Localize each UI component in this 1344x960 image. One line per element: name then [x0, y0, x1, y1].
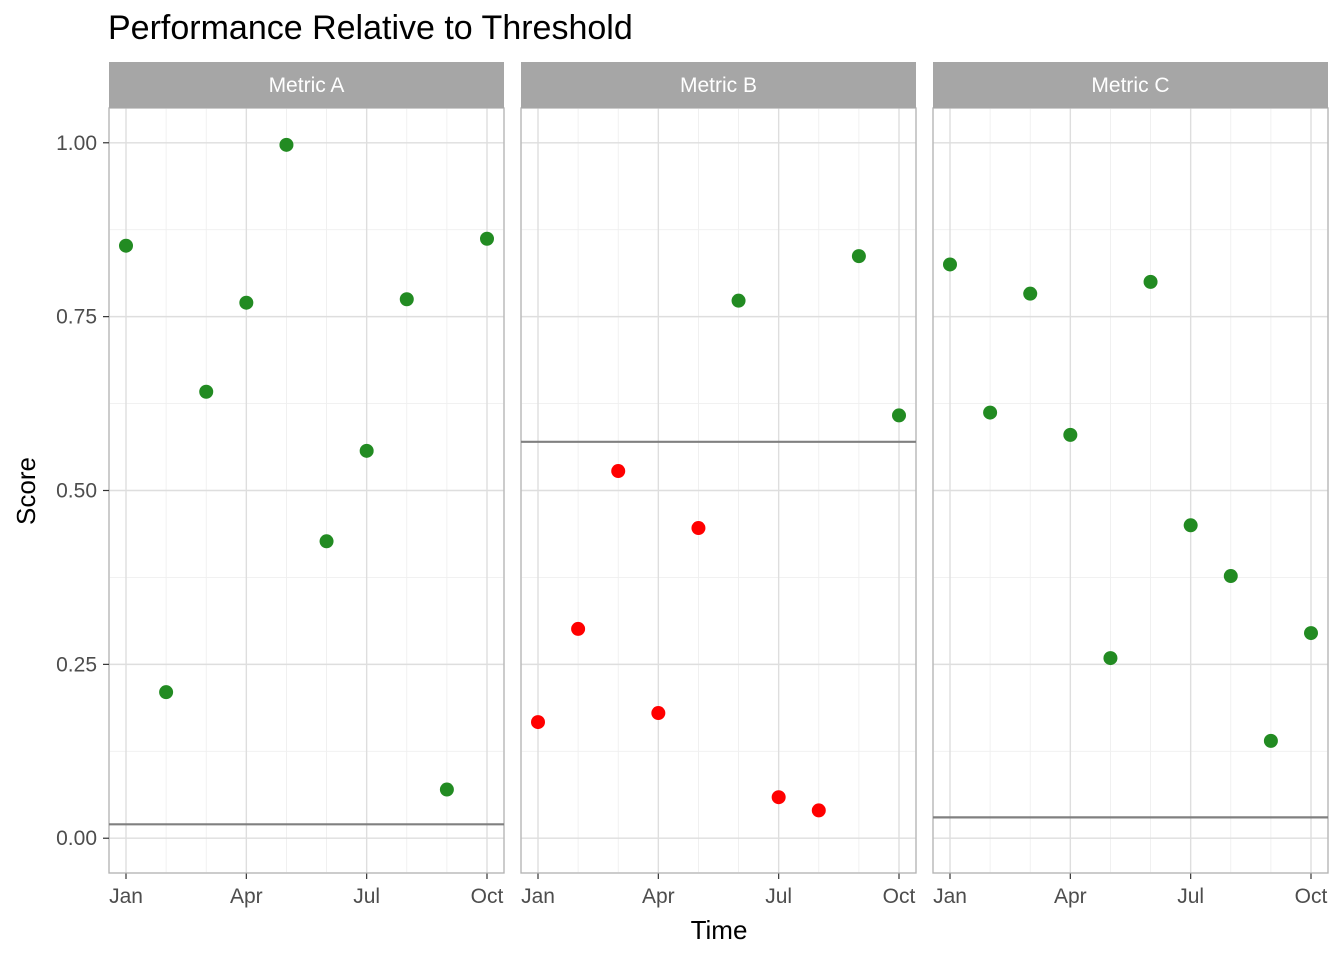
- x-tick-label: Jan: [109, 885, 143, 908]
- x-tick-label: Apr: [642, 885, 675, 908]
- data-point: [319, 534, 334, 549]
- data-point: [199, 384, 214, 399]
- facet-strip-label: Metric B: [680, 74, 757, 97]
- chart-title: Performance Relative to Threshold: [108, 9, 633, 47]
- facet-strip: [109, 62, 504, 108]
- x-tick-label: Jul: [1177, 885, 1204, 908]
- data-point: [943, 257, 957, 272]
- data-point: [1063, 427, 1078, 442]
- y-tick-label: 0.75: [56, 306, 97, 329]
- data-point: [1263, 733, 1278, 748]
- x-tick-label: Apr: [230, 885, 263, 908]
- data-point: [359, 443, 374, 458]
- data-point: [892, 408, 906, 423]
- y-tick-label: 0.25: [56, 653, 97, 676]
- data-point: [480, 231, 494, 246]
- y-tick-label: 0.00: [56, 827, 97, 850]
- x-tick-label: Oct: [1295, 885, 1328, 908]
- panel-3: Jan Apr Jul Oct Metric C: [932, 62, 1329, 908]
- data-point: [691, 521, 706, 536]
- data-point: [439, 782, 454, 797]
- x-axis-title: Time: [691, 915, 748, 945]
- x-tick-label: Oct: [471, 885, 504, 908]
- x-tick-label: Jan: [933, 885, 967, 908]
- data-point: [983, 405, 998, 420]
- x-tick-label: Oct: [883, 885, 916, 908]
- data-point: [571, 621, 586, 636]
- facet-strip: [933, 62, 1328, 108]
- y-axis-title: Score: [11, 457, 41, 525]
- panel-1: Jan Apr Jul Oct Metric A: [108, 62, 505, 908]
- x-tick-label: Apr: [1054, 885, 1087, 908]
- y-tick-label: 0.50: [56, 480, 97, 503]
- data-point: [239, 295, 254, 310]
- data-point: [611, 464, 626, 479]
- data-point: [851, 249, 866, 264]
- data-point: [651, 706, 666, 721]
- facet-panels: Jan Apr Jul Oct Metric A Jan Apr Jul Oct Metric B…: [108, 62, 1329, 908]
- data-point: [1223, 569, 1238, 584]
- data-point: [531, 715, 545, 730]
- x-tick-label: Jan: [521, 885, 555, 908]
- facet-strip-label: Metric C: [1091, 74, 1169, 97]
- data-point: [731, 293, 746, 308]
- data-point: [1023, 286, 1038, 301]
- data-point: [159, 685, 174, 700]
- y-tick-label: 1.00: [56, 132, 97, 155]
- data-point: [811, 803, 826, 818]
- data-point: [1304, 626, 1318, 641]
- panel-2: Jan Apr Jul Oct Metric B: [520, 62, 917, 908]
- data-point: [279, 137, 294, 152]
- x-tick-label: Jul: [765, 885, 792, 908]
- facet-strip: [521, 62, 916, 108]
- data-point: [1103, 651, 1118, 666]
- data-point: [119, 238, 133, 253]
- x-tick-label: Jul: [353, 885, 380, 908]
- facet-strip-label: Metric A: [269, 74, 345, 97]
- data-point: [771, 790, 786, 805]
- y-axis: 0.00 0.25 0.50 0.75 1.00: [56, 132, 109, 850]
- data-point: [399, 292, 414, 307]
- data-point: [1183, 518, 1198, 533]
- data-point: [1143, 274, 1158, 289]
